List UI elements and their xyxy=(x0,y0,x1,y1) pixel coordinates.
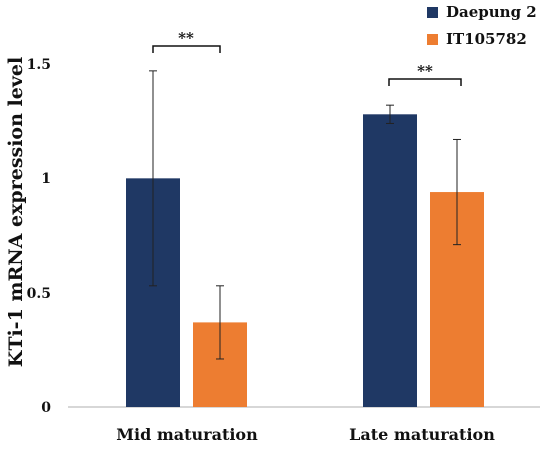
y-tick-labels: 0 0.5 1 1.5 xyxy=(27,57,52,416)
y-tick-label: 1 xyxy=(41,171,51,187)
significance-brackets: ** ** xyxy=(152,29,462,86)
y-axis-label: KTi-1 mRNA expression level xyxy=(5,57,27,367)
legend-label-it105782: IT105782 xyxy=(446,30,527,48)
bar xyxy=(363,114,417,407)
y-axis-label-group: KTi-1 mRNA expression level xyxy=(5,57,27,367)
legend: Daepung 2 IT105782 xyxy=(427,3,537,48)
significance-bracket xyxy=(388,78,462,86)
x-category-label: Late maturation xyxy=(349,425,495,444)
bars xyxy=(126,114,484,407)
legend-swatch-daepung-2 xyxy=(427,7,438,18)
legend-swatch-it105782 xyxy=(427,34,438,45)
significance-label: ** xyxy=(178,29,194,47)
x-category-labels: Mid maturation Late maturation xyxy=(116,425,495,444)
error-bars xyxy=(149,70,461,360)
significance-label: ** xyxy=(417,62,433,80)
legend-label-daepung-2: Daepung 2 xyxy=(446,3,537,21)
x-category-label: Mid maturation xyxy=(116,425,258,444)
y-tick-label: 0.5 xyxy=(27,286,51,302)
significance-bracket xyxy=(152,45,221,53)
y-tick-label: 1.5 xyxy=(27,57,51,73)
y-tick-label: 0 xyxy=(41,400,51,416)
